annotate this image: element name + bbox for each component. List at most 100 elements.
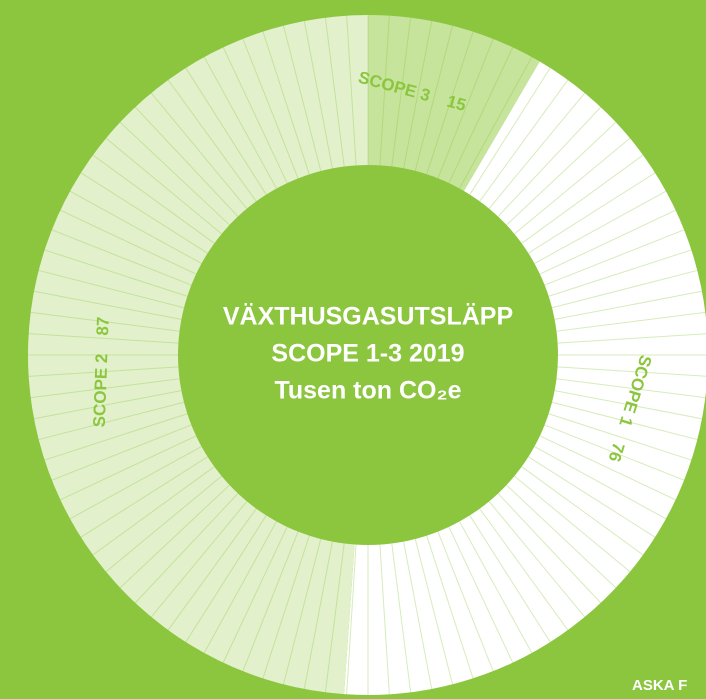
stripe bbox=[379, 544, 390, 695]
stripe bbox=[92, 466, 215, 556]
stripe bbox=[44, 249, 188, 297]
stripe bbox=[105, 137, 222, 235]
stripe bbox=[469, 67, 551, 195]
stripe bbox=[119, 121, 230, 226]
stripe bbox=[521, 466, 644, 556]
stripe bbox=[556, 311, 706, 332]
donut-segment bbox=[344, 61, 706, 695]
stripe bbox=[203, 56, 277, 189]
stripe bbox=[448, 47, 514, 184]
stripe bbox=[346, 544, 357, 695]
stripe bbox=[242, 531, 299, 672]
stripe bbox=[28, 366, 179, 377]
stripe bbox=[469, 515, 551, 643]
stripe bbox=[303, 541, 333, 690]
segment-name: SCOPE 2 bbox=[90, 353, 112, 427]
stripe bbox=[185, 67, 267, 195]
stripe bbox=[28, 333, 179, 344]
stripe bbox=[222, 526, 288, 663]
stripe bbox=[554, 290, 703, 320]
stripe bbox=[426, 31, 474, 175]
stripe bbox=[551, 269, 698, 309]
stripe bbox=[544, 424, 685, 481]
stripe bbox=[459, 521, 533, 654]
stripe bbox=[534, 446, 667, 520]
donut bbox=[28, 15, 706, 695]
stripe bbox=[534, 190, 667, 264]
stripe bbox=[324, 17, 345, 167]
stripe bbox=[414, 538, 454, 685]
stripe bbox=[521, 154, 644, 244]
stripe bbox=[557, 333, 706, 344]
stripe bbox=[506, 121, 617, 226]
stripe bbox=[222, 47, 288, 184]
stripe bbox=[303, 20, 333, 169]
stripe bbox=[497, 106, 602, 217]
stripe bbox=[479, 508, 569, 631]
stripe bbox=[60, 435, 197, 501]
stripe bbox=[506, 484, 617, 589]
stripe bbox=[448, 526, 514, 663]
stripe bbox=[105, 475, 222, 573]
stripe bbox=[33, 290, 182, 320]
stripe bbox=[282, 538, 322, 685]
stripe bbox=[324, 543, 345, 693]
stripe bbox=[479, 79, 569, 202]
stripe bbox=[60, 209, 197, 275]
stripe bbox=[262, 535, 310, 679]
stripe bbox=[488, 501, 586, 618]
segment-label: SCOPE 2 87 bbox=[90, 316, 113, 427]
stripe bbox=[30, 311, 180, 332]
stripe bbox=[414, 25, 454, 172]
stripe bbox=[528, 456, 656, 538]
stripe bbox=[134, 106, 239, 217]
stripes bbox=[28, 15, 706, 695]
stripe bbox=[38, 401, 185, 441]
stripe bbox=[514, 137, 631, 235]
stripe bbox=[80, 172, 208, 254]
stripe bbox=[437, 531, 494, 672]
stripe bbox=[167, 79, 257, 202]
segment-value: 15 bbox=[445, 92, 468, 115]
stripe bbox=[488, 92, 586, 209]
stripe bbox=[544, 229, 685, 286]
stripe bbox=[203, 521, 277, 654]
stripe bbox=[69, 446, 202, 520]
stripe bbox=[150, 501, 248, 618]
title-line: Tusen ton CO₂e bbox=[274, 377, 461, 405]
stripe bbox=[51, 229, 192, 286]
stripe bbox=[134, 493, 239, 604]
stripe bbox=[51, 424, 192, 481]
stripe bbox=[262, 31, 310, 175]
stripe bbox=[539, 435, 676, 501]
title-line: SCOPE 1-3 2019 bbox=[271, 340, 464, 368]
stripe bbox=[80, 456, 208, 538]
stripe bbox=[282, 25, 322, 172]
stripe bbox=[539, 209, 676, 275]
stripe bbox=[119, 484, 230, 589]
stripe bbox=[69, 190, 202, 264]
stripe bbox=[548, 249, 692, 297]
donut-segment bbox=[368, 15, 540, 192]
stripe bbox=[391, 17, 412, 167]
stripe bbox=[346, 15, 357, 166]
stripe bbox=[403, 20, 433, 169]
title-line: VÄXTHUSGASUTSLÄPP bbox=[223, 303, 513, 331]
stripe bbox=[185, 515, 267, 643]
stripe bbox=[38, 269, 185, 309]
stripe bbox=[551, 401, 698, 441]
stripe bbox=[459, 56, 533, 189]
stripe bbox=[379, 15, 390, 166]
stripe bbox=[150, 92, 248, 209]
stripe bbox=[557, 366, 706, 377]
stripe bbox=[391, 543, 412, 693]
stripe bbox=[556, 378, 706, 399]
segment-value: 87 bbox=[93, 316, 113, 336]
stripe bbox=[33, 390, 182, 420]
stripe bbox=[30, 378, 180, 399]
stripe bbox=[548, 413, 692, 461]
stripe bbox=[554, 390, 703, 420]
stripe bbox=[514, 475, 631, 573]
stripe bbox=[497, 493, 602, 604]
